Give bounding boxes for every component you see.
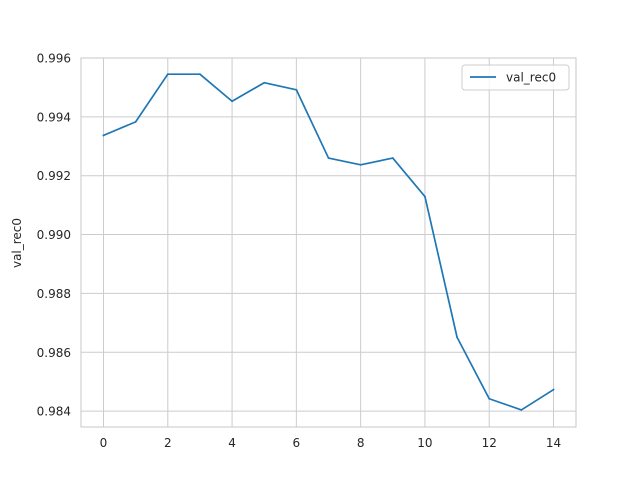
y-tick-label: 0.990 — [37, 228, 71, 242]
y-tick-label: 0.984 — [37, 405, 71, 419]
data-point — [102, 134, 105, 137]
data-point — [327, 157, 330, 159]
data-point — [166, 73, 169, 76]
y-tick-label: 0.996 — [37, 52, 71, 66]
y-tick-label: 0.986 — [37, 346, 71, 360]
data-point — [263, 81, 266, 84]
axes-layer: 0 2 4 6 8 10 12 14 0.984 0.986 0.988 0.990 0.992 0.99… — [37, 52, 577, 450]
x-tick-label: 4 — [228, 436, 236, 450]
x-tick-label: 8 — [357, 436, 365, 450]
x-tick-label: 2 — [164, 436, 172, 450]
y-tick-label: 0.992 — [37, 169, 71, 183]
x-tick-label: 10 — [417, 436, 432, 450]
x-tick-label: 12 — [482, 436, 497, 450]
data-point — [231, 100, 233, 103]
grid-layer — [81, 57, 576, 427]
series-line — [102, 73, 555, 411]
data-point — [359, 163, 362, 166]
data-point — [134, 120, 137, 123]
plot-frame — [80, 57, 577, 428]
legend-box — [461, 64, 570, 91]
x-tick-label: 0 — [100, 436, 108, 450]
legend-label: val_rec0 — [506, 71, 556, 85]
x-tick-label: 14 — [546, 436, 561, 450]
y-axis-label: val_rec0 — [10, 218, 24, 268]
data-point — [295, 88, 298, 91]
data-point — [456, 336, 458, 339]
legend: val_rec0 — [461, 64, 570, 91]
data-point — [520, 409, 523, 411]
x-tick-label: 6 — [293, 436, 301, 450]
data-point — [391, 157, 394, 159]
data-point — [199, 73, 201, 76]
y-tick-label: 0.994 — [37, 110, 71, 124]
data-point — [424, 195, 426, 198]
series-layer — [102, 73, 555, 411]
y-tick-label: 0.988 — [37, 287, 71, 301]
data-point — [488, 397, 491, 400]
data-point — [552, 388, 555, 391]
